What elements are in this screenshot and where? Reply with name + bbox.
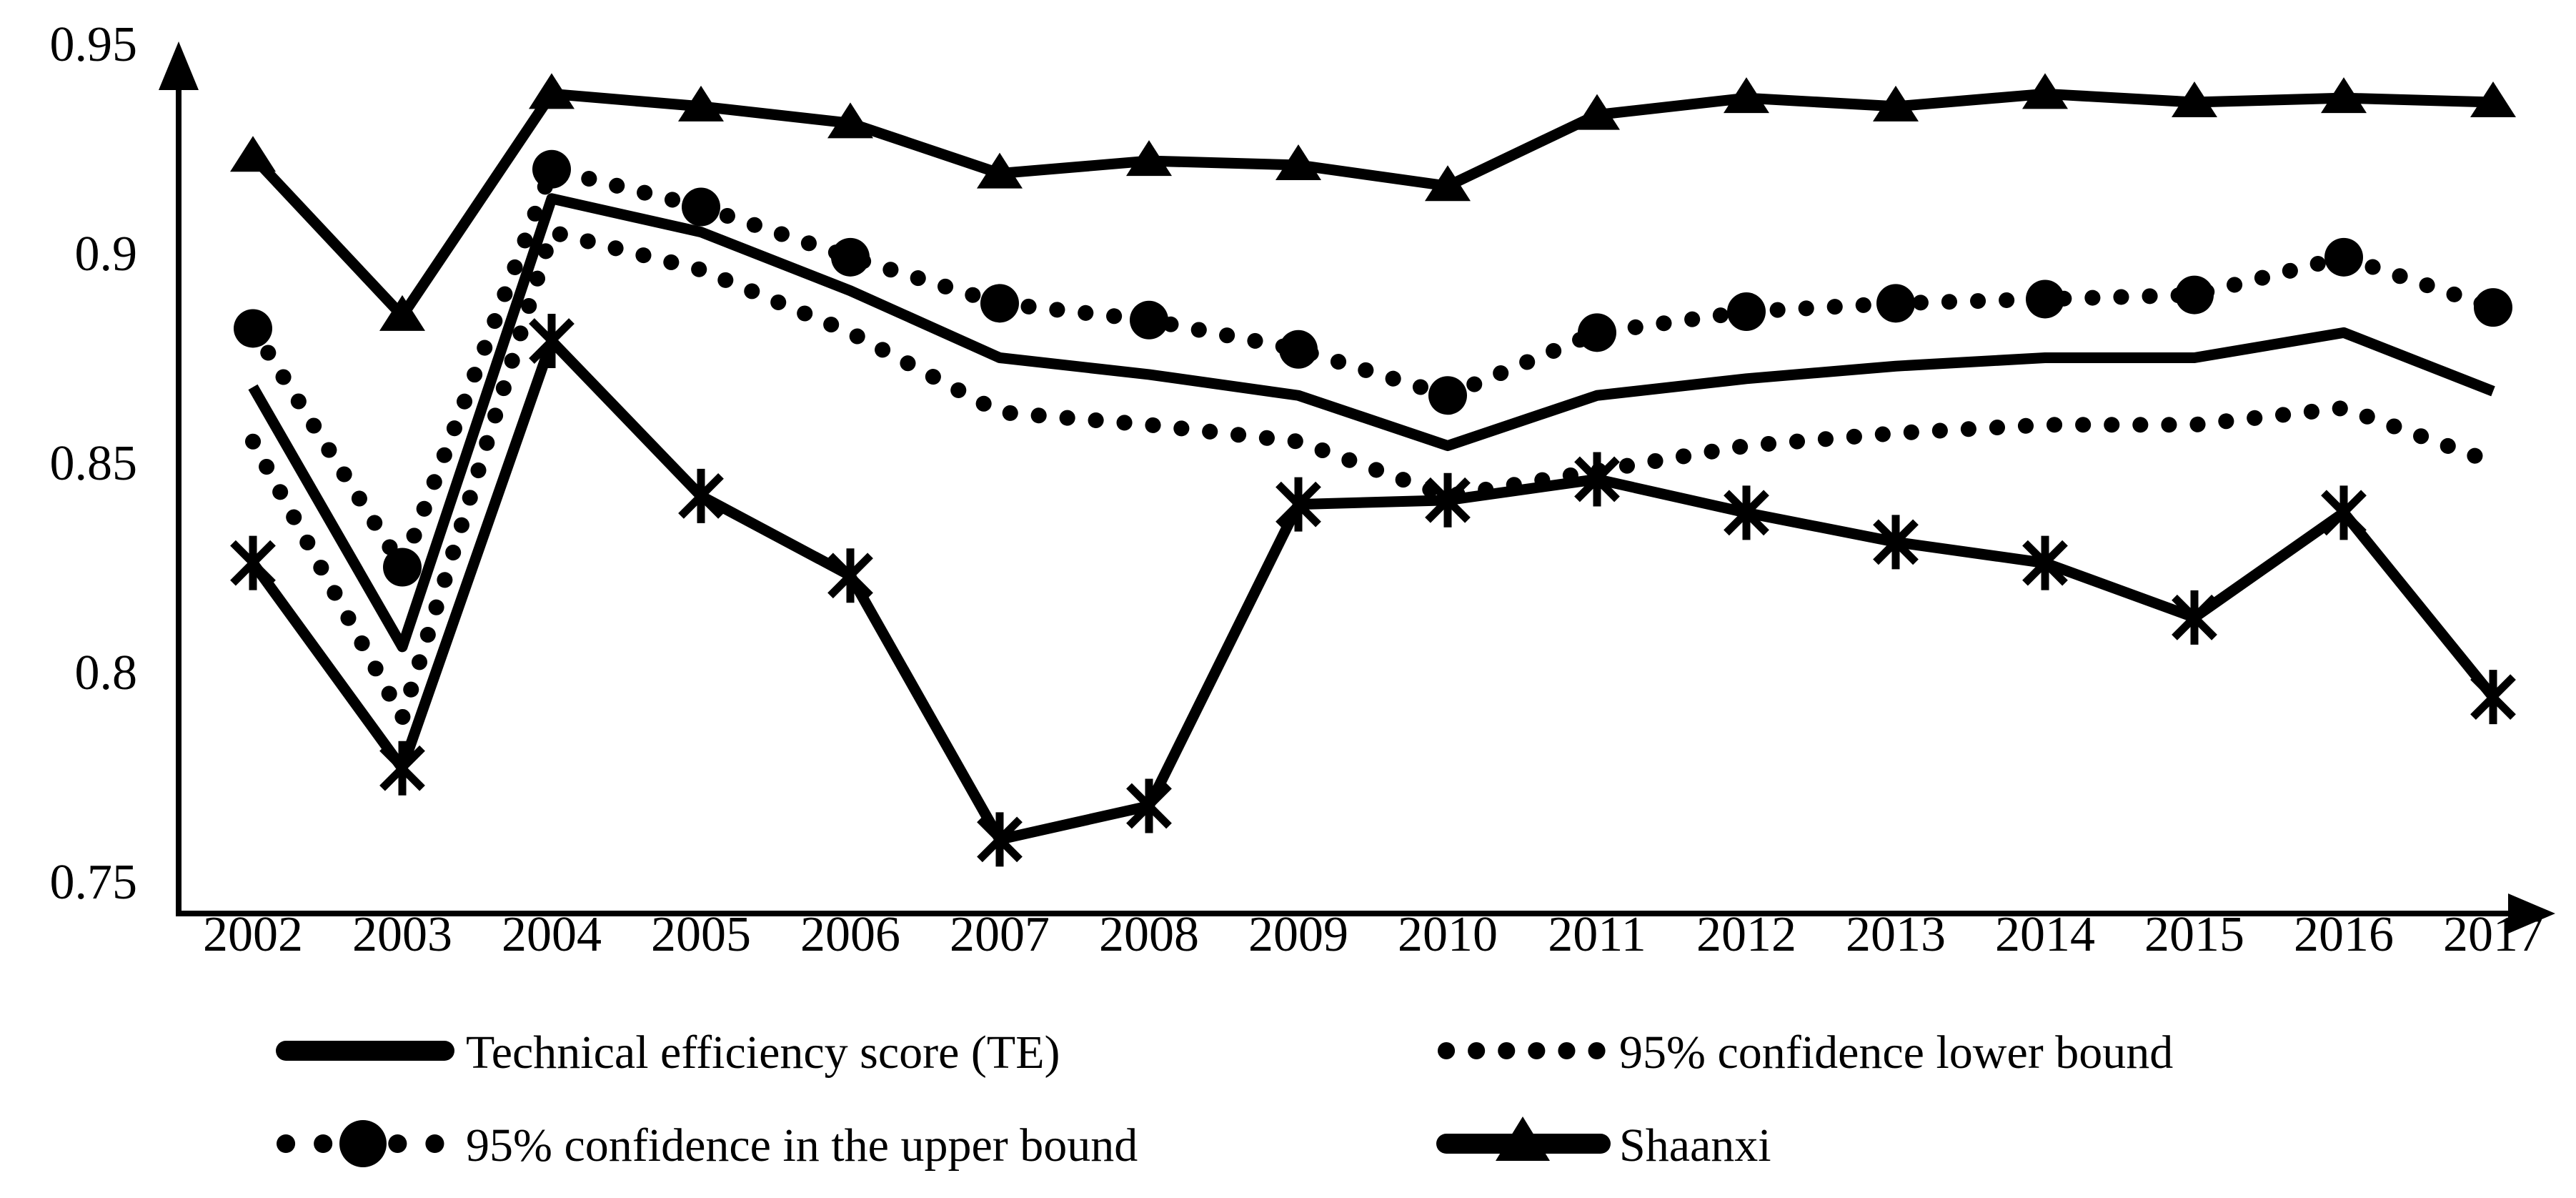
- triangle-marker: [230, 136, 276, 172]
- asterisk-marker: [1724, 485, 1769, 540]
- circle-marker: [532, 149, 571, 189]
- shaanxi-triangle-marker-sample: [1496, 1117, 1550, 1161]
- legend-item-shaanxi: Shaanxi: [1436, 1117, 1771, 1172]
- asterisk-marker: [529, 314, 575, 369]
- asterisk-marker: [1425, 472, 1471, 528]
- circle-marker: [1130, 300, 1168, 340]
- y-tick-label-0.9: 0.9: [75, 227, 138, 282]
- series-line-shaanxi: [249, 88, 2494, 322]
- y-tick-label-0.95: 0.95: [50, 17, 138, 72]
- circle-marker: [2324, 237, 2363, 277]
- asterisk-marker: [1126, 778, 1172, 833]
- series-line-95-confidence-in-the-upper-bound: [245, 161, 2501, 575]
- circle-marker: [1578, 313, 1616, 352]
- x-axis-arrowhead: [2508, 893, 2555, 934]
- legend-item-te: Technical efficiency score (TE): [276, 1026, 1060, 1079]
- series-line-technical-efficiency-score-te: [248, 193, 2495, 653]
- triangle-marker: [379, 294, 425, 331]
- circle-marker: [234, 309, 272, 348]
- legend-item-upper-bound: 95% confidence in the upper bound: [277, 1119, 1138, 1172]
- asterisk-marker: [1275, 477, 1321, 532]
- asterisk-marker: [379, 741, 425, 796]
- triangle-marker: [2172, 81, 2217, 118]
- upper-bound-circle-marker-sample: [339, 1120, 387, 1167]
- x-tick-label-2004: 2004: [502, 907, 602, 962]
- series-unlabeled-asterisk-series: [230, 314, 2516, 867]
- triangle-marker: [529, 73, 575, 109]
- asterisk-marker: [827, 548, 873, 603]
- triangle-marker: [2470, 81, 2516, 118]
- triangle-marker: [2321, 77, 2367, 114]
- series-95-confidence-lower-bound: [245, 224, 2501, 726]
- asterisk-marker: [2172, 590, 2217, 645]
- triangle-marker: [2022, 73, 2068, 109]
- x-tick-label-2014: 2014: [1995, 907, 2095, 962]
- y-tick-label-0.8: 0.8: [75, 645, 138, 701]
- legend-item-lower-bound: 95% confidence lower bound: [1438, 1026, 2173, 1079]
- x-tick-label-2016: 2016: [2294, 907, 2394, 962]
- legend-label-te: Technical efficiency score (TE): [466, 1026, 1060, 1079]
- triangle-marker: [977, 152, 1023, 189]
- circle-marker: [1428, 376, 1467, 415]
- x-tick-label-2005: 2005: [651, 907, 751, 962]
- asterisk-marker: [2022, 535, 2068, 590]
- legend-label-lower-bound: 95% confidence lower bound: [1619, 1026, 2173, 1079]
- asterisk-marker: [230, 535, 276, 590]
- x-tick-label-2002: 2002: [203, 907, 303, 962]
- asterisk-marker: [1873, 515, 1919, 570]
- asterisk-marker: [678, 468, 724, 523]
- triangle-marker: [1873, 85, 1919, 122]
- x-tick-label-2003: 2003: [352, 907, 452, 962]
- x-tick-label-2010: 2010: [1398, 907, 1498, 962]
- triangle-marker: [827, 102, 873, 139]
- x-tick-label-2006: 2006: [800, 907, 900, 962]
- x-tick-label-2015: 2015: [2144, 907, 2244, 962]
- triangle-marker: [1724, 77, 1769, 114]
- circle-marker: [1876, 284, 1915, 323]
- series-layer: [230, 73, 2516, 867]
- x-tick-label-2011: 2011: [1548, 907, 1646, 962]
- y-tick-label-0.75: 0.75: [50, 855, 138, 910]
- triangle-marker: [678, 85, 724, 122]
- x-tick-label-2017: 2017: [2443, 907, 2543, 962]
- circle-marker: [831, 237, 870, 277]
- y-axis-tick-labels: 0.95 0.9 0.85 0.8 0.75: [50, 17, 138, 910]
- legend: Technical efficiency score (TE) 95% conf…: [276, 1026, 2173, 1172]
- asterisk-marker: [2470, 670, 2516, 725]
- triangle-marker: [1574, 94, 1620, 130]
- circle-marker: [383, 548, 422, 587]
- triangle-marker: [1126, 140, 1172, 177]
- x-tick-label-2007: 2007: [950, 907, 1050, 962]
- x-tick-label-2013: 2013: [1846, 907, 1946, 962]
- x-axis-tick-labels: 2002 2003 2004 2005 2006 2007 2008 2009 2010 2011…: [203, 907, 2543, 962]
- y-tick-label-0.85: 0.85: [50, 436, 138, 491]
- triangle-marker: [1425, 165, 1471, 202]
- circle-marker: [682, 187, 720, 227]
- x-tick-label-2009: 2009: [1248, 907, 1348, 962]
- series-shaanxi: [230, 73, 2516, 331]
- circle-marker: [2026, 279, 2064, 319]
- circle-marker: [1727, 292, 1766, 332]
- legend-label-upper-bound: 95% confidence in the upper bound: [466, 1119, 1138, 1172]
- circle-marker: [2175, 275, 2214, 315]
- circle-marker: [1279, 330, 1318, 369]
- x-tick-label-2012: 2012: [1696, 907, 1796, 962]
- series-technical-efficiency-score-te: [248, 193, 2495, 653]
- asterisk-marker: [977, 812, 1023, 867]
- triangle-marker: [1275, 144, 1321, 180]
- series-line-95-confidence-lower-bound: [245, 224, 2501, 726]
- asterisk-marker: [1574, 452, 1620, 507]
- x-tick-label-2008: 2008: [1099, 907, 1199, 962]
- legend-label-shaanxi: Shaanxi: [1619, 1119, 1771, 1172]
- circle-marker: [2474, 288, 2512, 327]
- series-95-confidence-in-the-upper-bound: [234, 149, 2512, 587]
- circle-marker: [980, 284, 1019, 323]
- series-line-unlabeled-asterisk-series: [248, 335, 2497, 845]
- y-axis-arrowhead: [159, 41, 199, 90]
- axes: [159, 41, 2555, 934]
- asterisk-marker: [2321, 485, 2367, 540]
